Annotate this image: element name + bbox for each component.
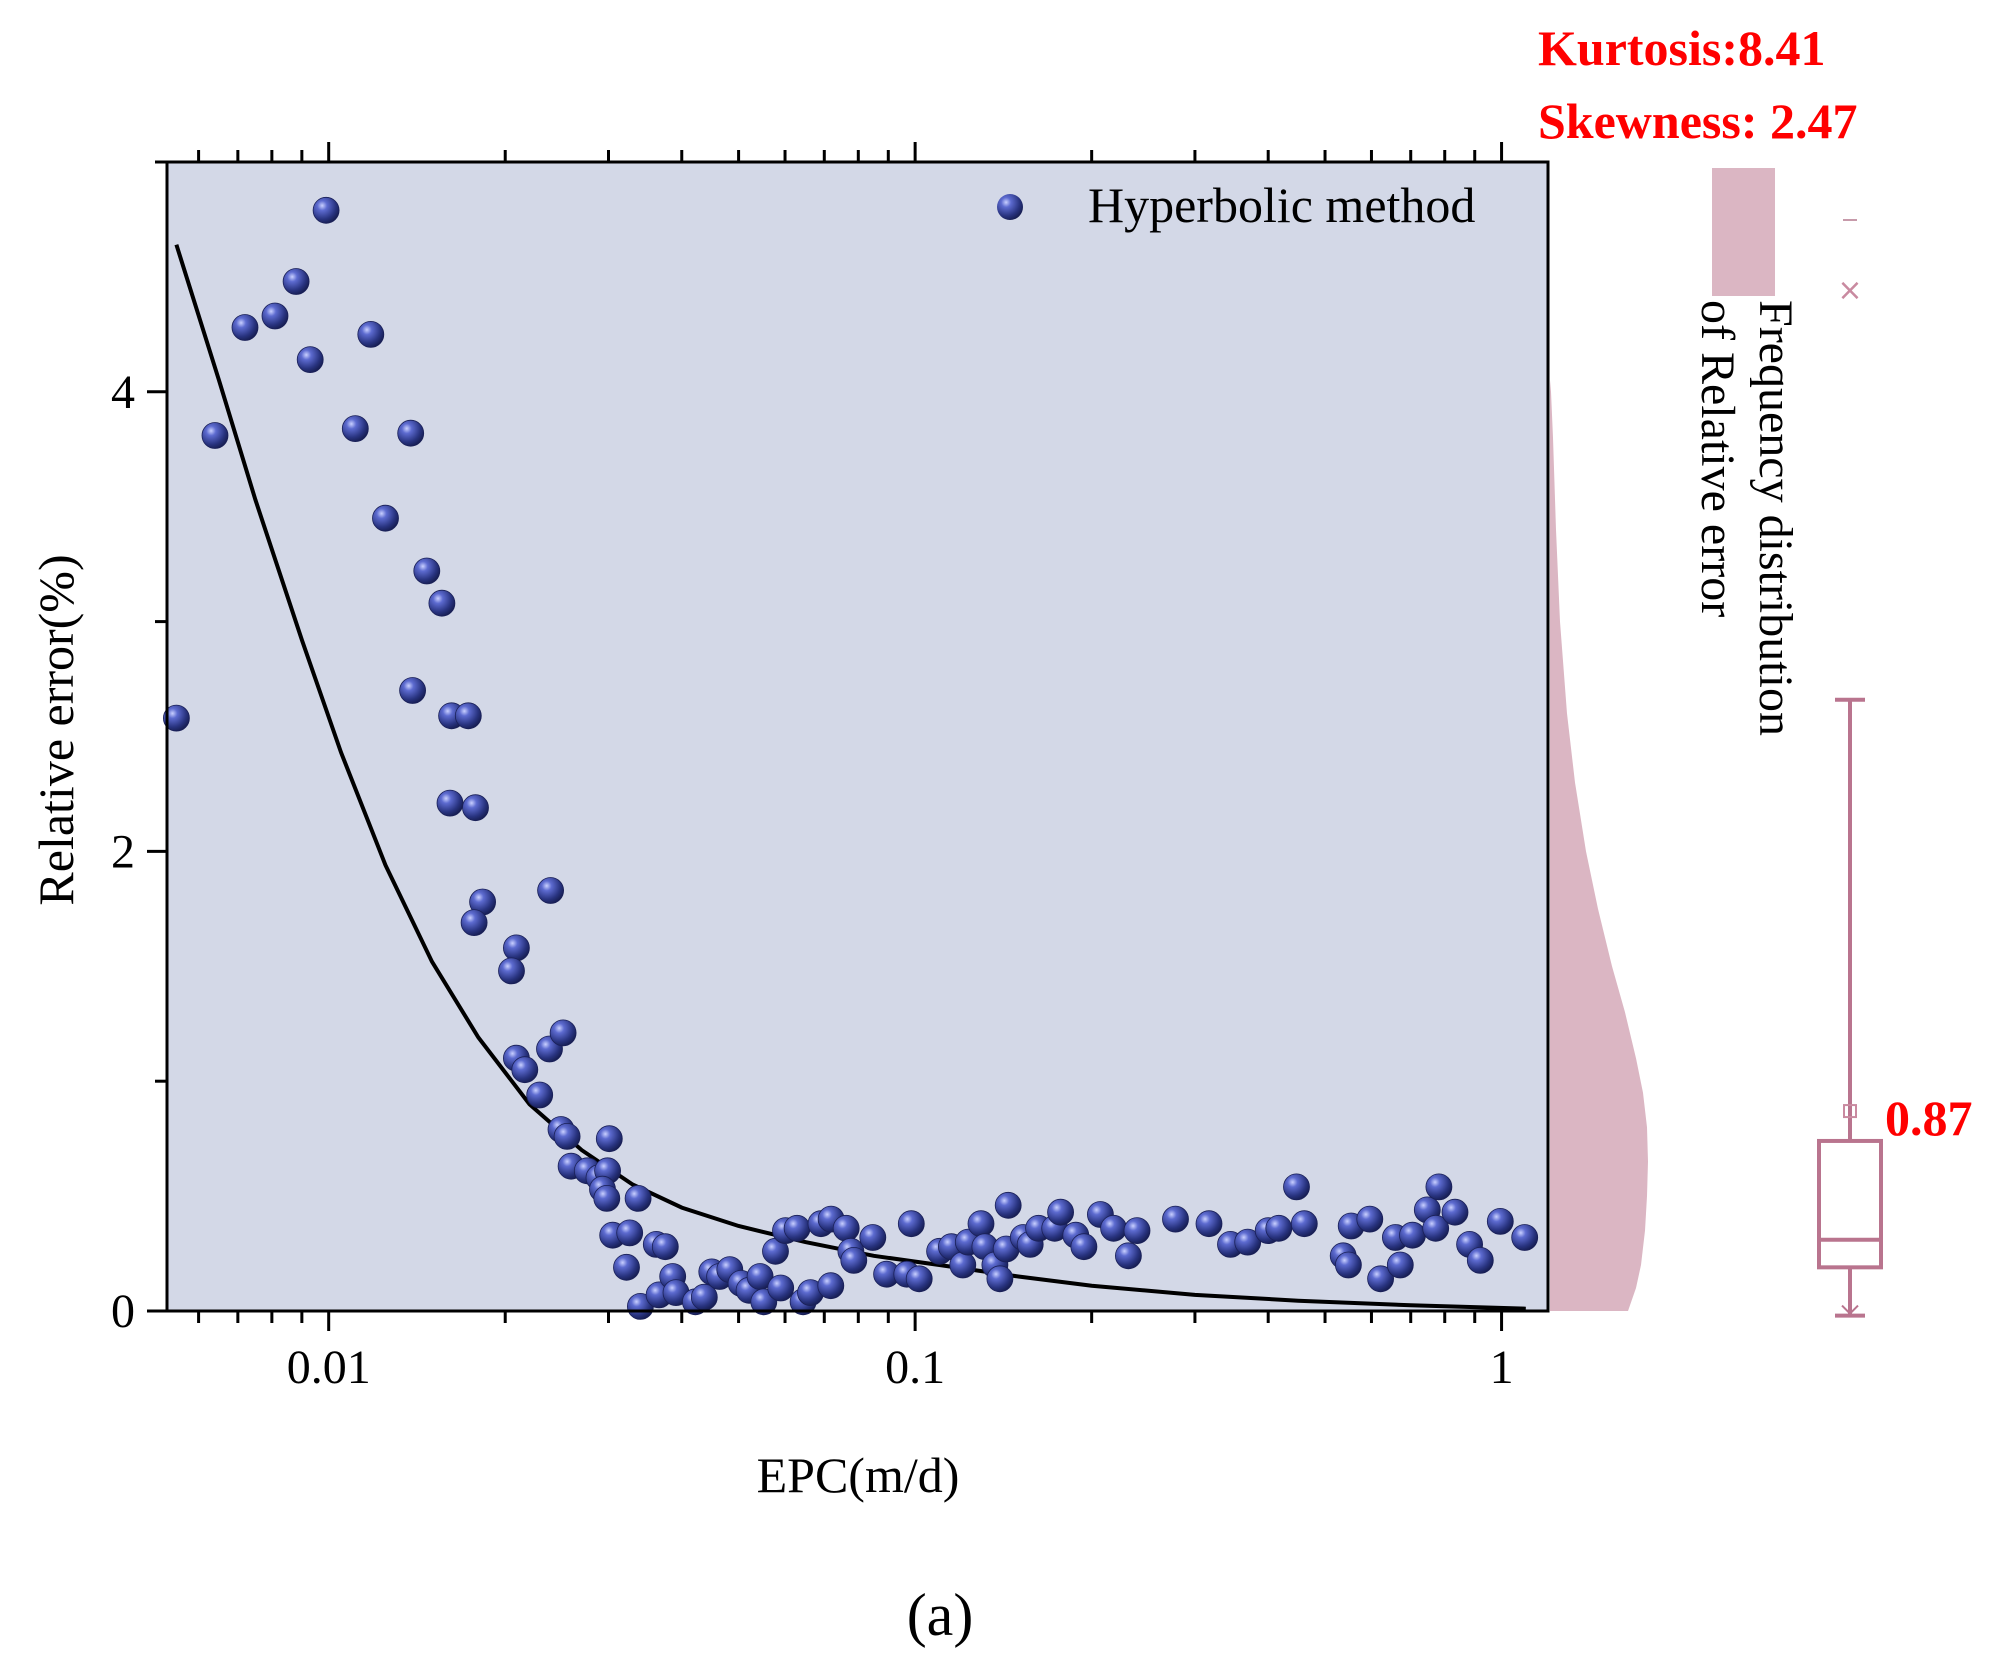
data-point	[897, 1210, 925, 1238]
data-point	[949, 1251, 977, 1279]
data-point	[1511, 1224, 1539, 1251]
data-point	[498, 957, 525, 985]
data-point	[537, 877, 564, 904]
data-point	[436, 789, 464, 817]
data-point	[357, 320, 385, 348]
data-point	[231, 314, 259, 341]
data-point	[616, 1219, 644, 1247]
fit-curve	[174, 244, 1526, 1311]
data-point	[162, 704, 190, 732]
data-point	[341, 415, 369, 443]
box-iqr	[1817, 1138, 1883, 1270]
mean-value-label: 0.87	[1885, 1090, 1973, 1146]
data-point	[817, 1272, 845, 1300]
distribution-title: Frequency distribution of Relative error	[1691, 300, 1802, 736]
data-point	[1356, 1205, 1384, 1233]
data-point	[613, 1253, 640, 1281]
data-point	[994, 1191, 1022, 1219]
data-point	[1047, 1198, 1074, 1226]
data-point	[1162, 1205, 1189, 1233]
legend-marker-icon	[997, 194, 1023, 220]
data-point	[397, 419, 425, 447]
x-tick-label: 0.01	[287, 1341, 371, 1394]
data-point	[399, 677, 427, 704]
data-point	[1422, 1214, 1450, 1242]
y-tick-label: 4	[111, 366, 135, 419]
data-point	[460, 909, 488, 936]
data-point	[511, 1056, 539, 1084]
data-point	[1425, 1173, 1453, 1201]
box-mean-marker	[1843, 1104, 1857, 1119]
data-points-layer	[162, 196, 1539, 1320]
density-violin	[1550, 380, 1648, 1311]
data-point	[413, 557, 441, 585]
distribution-panel	[1550, 380, 1883, 1318]
distribution-swatch	[1712, 168, 1775, 296]
data-point	[1283, 1173, 1310, 1201]
distribution-title-line1: Frequency distribution	[1749, 300, 1802, 736]
data-point	[651, 1233, 679, 1261]
y-axis-title: Relative error(%)	[28, 554, 84, 905]
data-point	[372, 504, 399, 532]
data-point	[1265, 1214, 1293, 1242]
distribution-title-line2: of Relative error	[1691, 300, 1744, 617]
data-point	[1290, 1210, 1318, 1238]
y-tick-label: 2	[111, 825, 135, 878]
box-legend-marks: ×	[1837, 219, 1863, 308]
data-point	[1386, 1251, 1414, 1279]
data-point	[859, 1224, 887, 1251]
y-tick-label: 0	[111, 1285, 135, 1338]
data-point	[783, 1214, 811, 1242]
data-point	[1070, 1233, 1098, 1261]
data-point	[1486, 1208, 1514, 1235]
panel-label: (a)	[907, 1582, 974, 1648]
data-point	[1367, 1265, 1394, 1293]
data-point	[593, 1185, 621, 1212]
data-point	[282, 268, 310, 295]
data-point	[1115, 1242, 1142, 1270]
x-tick-label: 1	[1490, 1341, 1514, 1394]
data-point	[1466, 1247, 1494, 1274]
data-point	[967, 1210, 995, 1238]
data-point	[986, 1265, 1014, 1293]
data-point	[454, 702, 482, 730]
data-point	[201, 422, 229, 449]
plot-area	[167, 162, 1548, 1311]
skewness-label: Skewness: 2.47	[1538, 93, 1857, 149]
data-point	[462, 794, 489, 822]
data-point	[1234, 1228, 1262, 1256]
data-point	[595, 1125, 623, 1153]
data-point	[1399, 1221, 1426, 1249]
data-point	[261, 302, 289, 330]
data-point	[624, 1185, 652, 1212]
data-point	[1441, 1198, 1469, 1226]
axes: 0.01 0.1 1 0 2 4	[111, 142, 1514, 1394]
data-point	[503, 934, 530, 962]
data-point	[840, 1247, 868, 1274]
kurtosis-label: Kurtosis:8.41	[1538, 20, 1826, 76]
data-point	[905, 1265, 933, 1293]
data-point	[526, 1081, 554, 1109]
x-axis-title: EPC(m/d)	[757, 1447, 960, 1503]
data-point	[1335, 1251, 1362, 1279]
data-point	[428, 589, 456, 617]
box-min-arrow	[1841, 1304, 1859, 1316]
data-point	[553, 1123, 581, 1150]
cross-icon: ×	[1837, 273, 1862, 308]
data-point	[1195, 1210, 1223, 1238]
legend: Hyperbolic method	[997, 177, 1475, 233]
data-point	[832, 1214, 860, 1242]
data-point	[767, 1274, 795, 1302]
data-point	[549, 1019, 577, 1047]
data-point	[1100, 1214, 1127, 1242]
fit-curve-layer	[174, 244, 1526, 1311]
x-tick-label: 0.1	[885, 1341, 945, 1394]
data-point	[296, 346, 324, 374]
data-point	[312, 196, 340, 224]
data-point	[1123, 1217, 1151, 1244]
legend-label: Hyperbolic method	[1088, 177, 1475, 233]
